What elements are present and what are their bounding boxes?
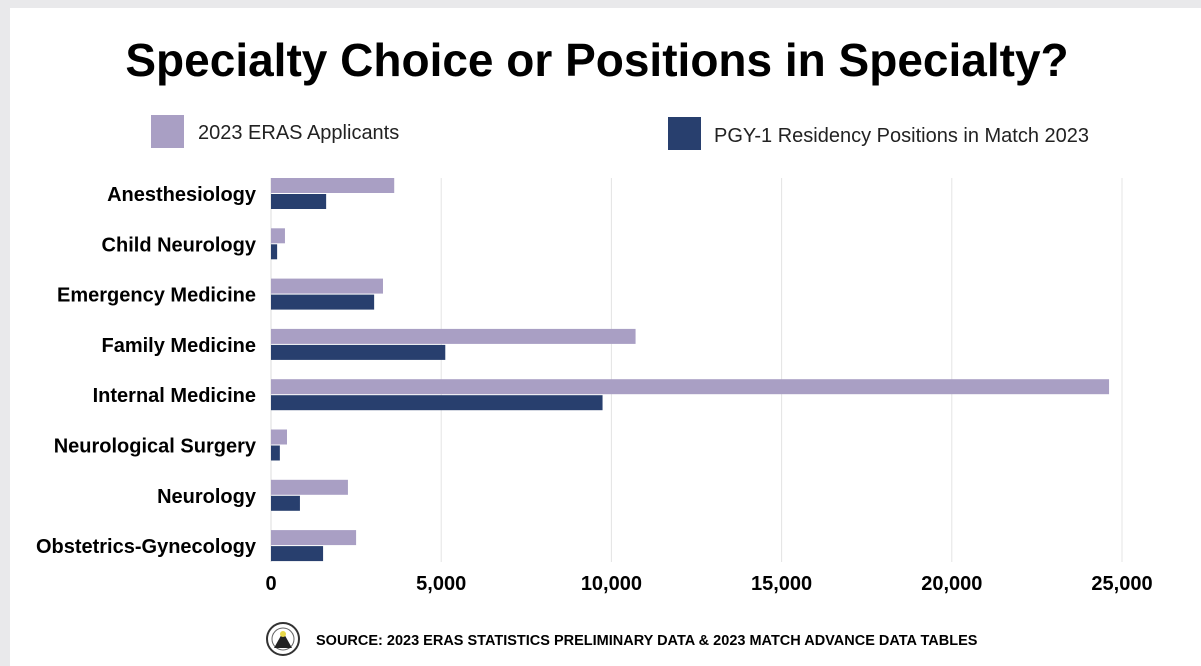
category-label: Emergency Medicine: [57, 285, 256, 307]
x-tick-label: 10,000: [581, 573, 642, 595]
x-tick-label: 5,000: [416, 573, 466, 595]
bar-applicants: [271, 278, 383, 294]
bar-applicants: [271, 328, 636, 344]
x-tick-label: 0: [265, 573, 276, 595]
source-note: SOURCE: 2023 ERAS STATISTICS PRELIMINARY…: [316, 633, 978, 649]
category-label: Internal Medicine: [93, 385, 256, 407]
x-tick-label: 15,000: [751, 573, 812, 595]
category-label: Obstetrics-Gynecology: [36, 536, 257, 558]
category-label: Neurology: [157, 486, 257, 508]
bar-positions: [271, 495, 300, 511]
legend-label-applicants: 2023 ERAS Applicants: [198, 122, 399, 144]
chart-title: Specialty Choice or Positions in Special…: [125, 34, 1068, 86]
legend-swatch-positions: [668, 117, 701, 150]
bar-applicants: [271, 228, 285, 244]
bar-positions: [271, 344, 446, 360]
category-label: Anesthesiology: [107, 184, 257, 206]
category-label: Child Neurology: [102, 234, 257, 256]
bar-positions: [271, 294, 375, 310]
bar-positions: [271, 395, 603, 411]
category-label: Neurological Surgery: [54, 436, 257, 458]
bar-applicants: [271, 479, 348, 495]
category-label: Family Medicine: [102, 335, 257, 357]
logo-icon: [266, 622, 300, 656]
bar-applicants: [271, 379, 1110, 395]
x-tick-label: 25,000: [1091, 573, 1152, 595]
bar-positions: [271, 194, 327, 209]
bar-positions: [271, 445, 280, 461]
x-tick-label: 20,000: [921, 573, 982, 595]
legend-swatch-applicants: [151, 115, 184, 148]
legend-label-positions: PGY-1 Residency Positions in Match 2023: [714, 125, 1089, 147]
bar-applicants: [271, 178, 395, 193]
bar-positions: [271, 244, 278, 260]
bar-positions: [271, 546, 324, 562]
bar-applicants: [271, 530, 357, 546]
bar-applicants: [271, 429, 287, 445]
